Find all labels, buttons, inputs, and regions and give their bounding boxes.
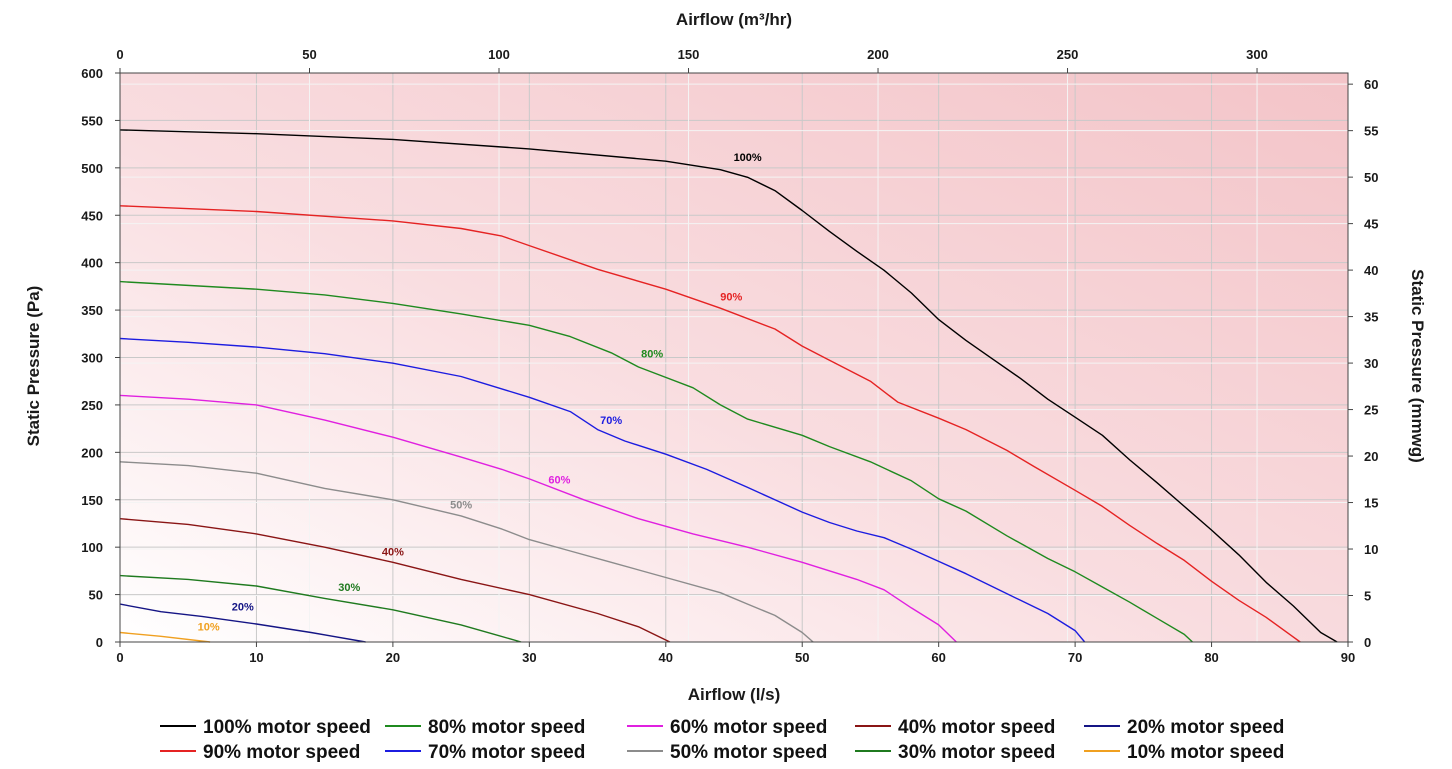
y2-tick-label: 40 bbox=[1364, 263, 1378, 278]
curve-label: 70% bbox=[600, 415, 622, 427]
y2-tick-label: 45 bbox=[1364, 217, 1378, 232]
curve-label: 30% bbox=[338, 582, 360, 594]
x-tick-label: 20 bbox=[386, 650, 400, 665]
y-tick-label: 500 bbox=[81, 161, 103, 176]
y-tick-label: 50 bbox=[89, 588, 103, 603]
curve-80pct bbox=[119, 280, 1193, 643]
legend-item-label: 30% motor speed bbox=[898, 742, 1055, 763]
y-tick-label: 400 bbox=[81, 256, 103, 271]
legend-item-label: 90% motor speed bbox=[203, 742, 360, 763]
curve-50pct bbox=[119, 461, 814, 643]
y-tick-label: 300 bbox=[81, 351, 103, 366]
x2-tick-label: 200 bbox=[867, 47, 889, 62]
curve-label: 80% bbox=[641, 349, 663, 361]
y-tick-label: 150 bbox=[81, 493, 103, 508]
y-axis-ticks: 0 50 100 150 200 250 300 350 400 450 500 550 600 bbox=[81, 66, 120, 650]
x2-tick-label: 100 bbox=[488, 47, 510, 62]
curve-40pct bbox=[119, 518, 671, 643]
curve-90pct bbox=[119, 205, 1301, 643]
y-axis-title: Static Pressure (Pa) bbox=[24, 286, 43, 447]
y-tick-label: 100 bbox=[81, 540, 103, 555]
curve-labels: 100% 90% 80% 70% 60% 50% 40% 30% 20% 10% bbox=[198, 152, 762, 633]
x-axis-title: Airflow (l/s) bbox=[688, 685, 781, 704]
curve-label: 90% bbox=[720, 292, 742, 304]
x-tick-label: 60 bbox=[931, 650, 945, 665]
curve-label: 50% bbox=[450, 499, 472, 511]
curve-70pct bbox=[119, 337, 1086, 643]
curves bbox=[119, 129, 1338, 643]
y-tick-label: 250 bbox=[81, 398, 103, 413]
y2-tick-label: 15 bbox=[1364, 496, 1378, 511]
y2-tick-label: 25 bbox=[1364, 403, 1378, 418]
legend-item-label: 60% motor speed bbox=[670, 717, 827, 738]
legend-item-label: 70% motor speed bbox=[428, 742, 585, 763]
x2-tick-label: 50 bbox=[302, 47, 316, 62]
curve-label: 60% bbox=[548, 475, 570, 487]
curve-100pct bbox=[119, 129, 1338, 643]
x2-tick-label: 0 bbox=[116, 47, 123, 62]
y-tick-label: 0 bbox=[96, 635, 103, 650]
y2-tick-label: 5 bbox=[1364, 589, 1371, 604]
y2-tick-label: 60 bbox=[1364, 77, 1378, 92]
x-tick-label: 80 bbox=[1204, 650, 1218, 665]
top-x-axis-ticks: 0 50 100 150 200 250 300 bbox=[116, 47, 1268, 73]
y-tick-label: 350 bbox=[81, 303, 103, 318]
x-tick-label: 10 bbox=[249, 650, 263, 665]
curve-label: 10% bbox=[198, 622, 220, 634]
legend-item-label: 100% motor speed bbox=[203, 717, 371, 738]
top-axis-title: Airflow (m³/hr) bbox=[676, 10, 792, 29]
legend-item-label: 10% motor speed bbox=[1127, 742, 1284, 763]
legend-item-label: 80% motor speed bbox=[428, 717, 585, 738]
gridlines bbox=[120, 73, 1348, 642]
x-tick-label: 30 bbox=[522, 650, 536, 665]
x-tick-label: 90 bbox=[1341, 650, 1355, 665]
y-tick-label: 450 bbox=[81, 208, 103, 223]
legend-item-label: 20% motor speed bbox=[1127, 717, 1284, 738]
x-tick-label: 70 bbox=[1068, 650, 1082, 665]
legend-item-label: 40% motor speed bbox=[898, 717, 1055, 738]
curve-label: 40% bbox=[382, 547, 404, 559]
curve-label: 100% bbox=[734, 152, 762, 164]
y2-tick-label: 20 bbox=[1364, 449, 1378, 464]
y2-tick-label: 10 bbox=[1364, 542, 1378, 557]
curve-20pct bbox=[119, 603, 366, 643]
y2-tick-label: 0 bbox=[1364, 635, 1371, 650]
x-tick-label: 0 bbox=[116, 650, 123, 665]
x2-tick-label: 250 bbox=[1057, 47, 1079, 62]
y-tick-label: 600 bbox=[81, 66, 103, 81]
x-axis-ticks: 0 10 20 30 40 50 60 70 80 90 bbox=[116, 642, 1355, 665]
y2-tick-label: 35 bbox=[1364, 310, 1378, 325]
x-tick-label: 40 bbox=[659, 650, 673, 665]
x-tick-label: 50 bbox=[795, 650, 809, 665]
x2-tick-label: 150 bbox=[678, 47, 700, 62]
right-y-axis-title: Static Pressure (mmwg) bbox=[1408, 269, 1427, 463]
legend: 100% motor speed 80% motor speed 60% motor… bbox=[160, 717, 1284, 763]
curve-60pct bbox=[119, 394, 957, 643]
y2-tick-label: 50 bbox=[1364, 170, 1378, 185]
legend-item-label: 50% motor speed bbox=[670, 742, 827, 763]
y-tick-label: 200 bbox=[81, 445, 103, 460]
y-tick-label: 550 bbox=[81, 113, 103, 128]
right-y-axis-ticks: 0 5 10 15 20 25 30 35 40 45 50 55 60 bbox=[1348, 77, 1378, 650]
y2-tick-label: 30 bbox=[1364, 356, 1378, 371]
x2-tick-label: 300 bbox=[1246, 47, 1268, 62]
curve-label: 20% bbox=[232, 602, 254, 614]
curve-10pct bbox=[119, 631, 211, 643]
curve-30pct bbox=[119, 574, 522, 643]
y2-tick-label: 55 bbox=[1364, 124, 1378, 139]
